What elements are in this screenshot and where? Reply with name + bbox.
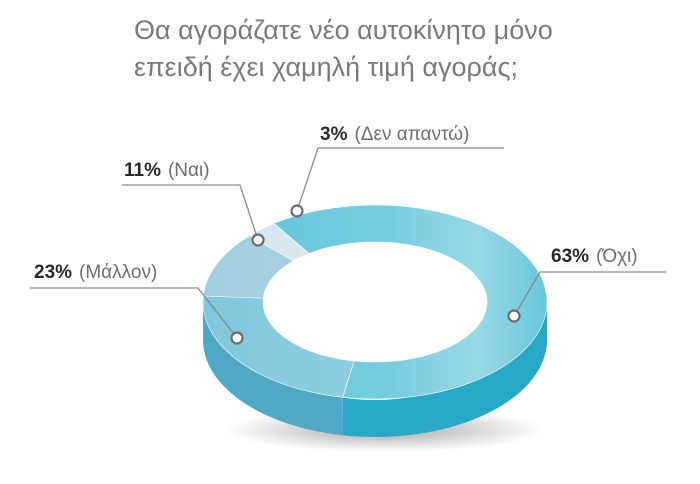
data-label-value-4: 3% bbox=[320, 124, 348, 145]
leader-line-3 bbox=[122, 184, 259, 241]
data-label-value-1: 63% bbox=[551, 246, 589, 267]
data-label-4: 3% (Δεν απαντώ) bbox=[320, 124, 469, 145]
data-label-category-2: (Μάλλον) bbox=[79, 262, 157, 283]
data-label-category-4: (Δεν απαντώ) bbox=[354, 124, 469, 145]
data-label-1: 63% (Όχι) bbox=[551, 246, 638, 267]
data-label-2: 23% (Μάλλον) bbox=[34, 262, 157, 283]
chart-slices bbox=[202, 204, 548, 437]
leader-line-4 bbox=[296, 147, 504, 212]
data-label-value-3: 11% bbox=[124, 160, 161, 181]
leader-line-1 bbox=[513, 271, 666, 317]
chart-title: Θα αγοράζατε νέο αυτοκίνητο μόνο επειδή … bbox=[134, 12, 654, 86]
data-label-3: 11% (Ναι) bbox=[124, 160, 210, 181]
chart-title-line-2: επειδή έχει χαμηλή τιμή αγοράς; bbox=[134, 52, 518, 82]
label-dot-2 bbox=[230, 331, 244, 345]
chart-title-line-1: Θα αγοράζατε νέο αυτοκίνητο μόνο bbox=[134, 15, 553, 45]
leader-line-2 bbox=[30, 287, 238, 339]
slice-outer-wall-2 bbox=[203, 302, 343, 436]
data-label-value-2: 23% bbox=[34, 262, 72, 283]
label-dot-4 bbox=[290, 204, 304, 218]
label-dot-3 bbox=[251, 233, 265, 247]
chart-labels: 63% (Όχι) 23% (Μάλλον) 11% (Ναι) 3% (Δεν απαντώ… bbox=[30, 124, 666, 345]
data-label-category-1: (Όχι) bbox=[596, 246, 638, 267]
data-label-category-3: (Ναι) bbox=[168, 160, 210, 181]
slice-outer-wall-1 bbox=[342, 302, 547, 437]
label-dot-1 bbox=[507, 309, 521, 323]
top-face-shine bbox=[203, 205, 547, 399]
